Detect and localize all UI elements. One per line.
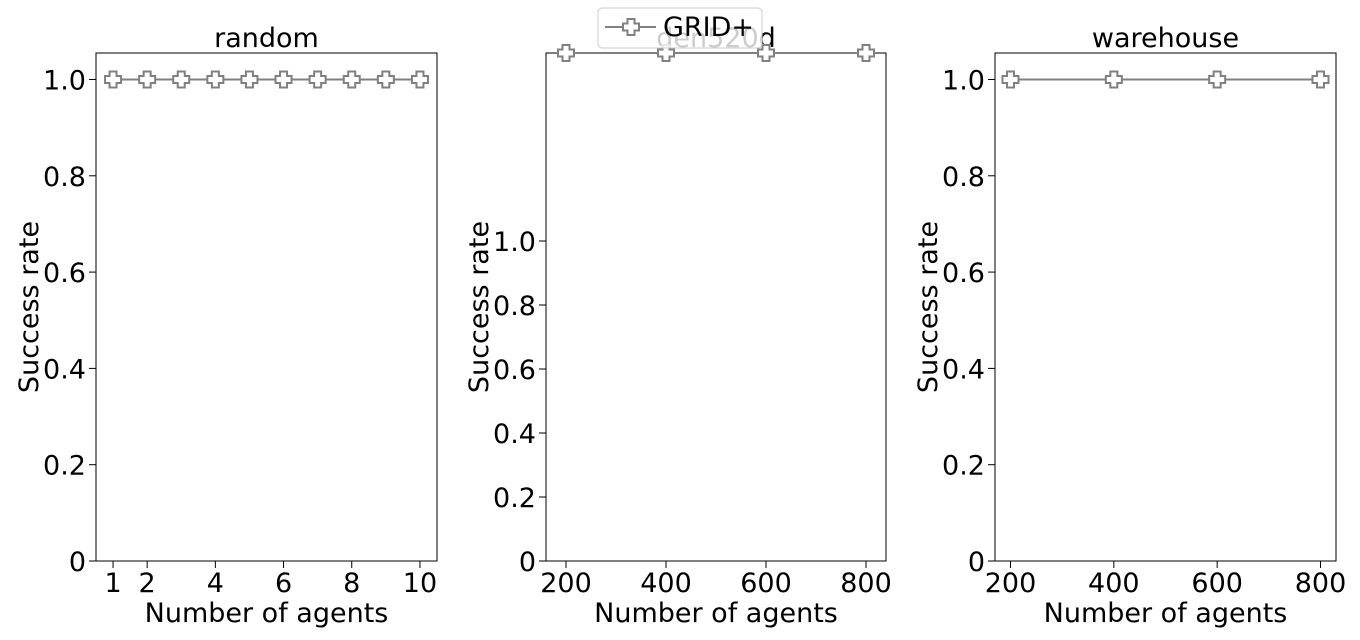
y-tick-label: 1.0 (493, 227, 536, 258)
y-tick-label: 0.6 (942, 258, 985, 289)
x-tick-label: 400 (640, 568, 692, 599)
legend: GRID+ (597, 7, 763, 49)
data-point (104, 70, 123, 89)
y-tick-label: 0 (519, 547, 536, 578)
y-tick-label: 0.2 (43, 451, 86, 482)
y-tick-label: 0.6 (43, 258, 86, 289)
data-point (410, 70, 429, 89)
chart-panel-3: warehouse 200 400 600 800 0 0.2 0.4 0.6 0.8 1.0 Num… (913, 23, 1346, 629)
data-point (342, 70, 361, 89)
x-tick-label: 10 (403, 568, 437, 599)
x-axis-label: Number of agents (145, 598, 389, 629)
x-tick-label: 2 (139, 568, 156, 599)
data-point (757, 44, 775, 62)
data-point (240, 70, 259, 89)
x-tick-label: 6 (275, 568, 292, 599)
x-tick-label: 800 (1295, 568, 1347, 599)
x-axis-label: Number of agents (1044, 598, 1288, 629)
y-tick-label: 0 (69, 547, 86, 578)
data-point (857, 44, 875, 62)
plot-frame (994, 52, 1337, 562)
chart-title: warehouse (1092, 23, 1239, 54)
data-point (657, 44, 675, 62)
x-tick-label: 400 (1088, 568, 1140, 599)
data-point (1001, 70, 1020, 89)
data-point (1208, 70, 1227, 89)
data-point (206, 70, 225, 89)
y-axis-label: Success rate (14, 221, 45, 393)
y-tick-label: 0.8 (942, 162, 985, 193)
y-tick-label: 1.0 (43, 65, 86, 96)
x-tick-label: 8 (343, 568, 360, 599)
legend-marker-plus-icon (622, 18, 640, 36)
data-point (308, 70, 327, 89)
x-tick-label: 4 (207, 568, 224, 599)
chart-panels: random 1 2 4 6 8 10 0 0.2 0.4 0.6 0.8 1.0 Number of a… (14, 23, 1346, 629)
data-point (1104, 70, 1123, 89)
y-tick-label: 0.2 (942, 451, 985, 482)
y-tick-label: 0 (968, 547, 985, 578)
data-point (138, 70, 157, 89)
x-tick-label: 200 (540, 568, 592, 599)
y-tick-label: 0.4 (942, 354, 985, 385)
y-tick-label: 0.4 (43, 354, 86, 385)
plot-frame (95, 52, 438, 562)
data-point (557, 44, 575, 62)
y-tick-label: 0.4 (493, 419, 536, 450)
y-tick-label: 0.2 (493, 483, 536, 514)
x-tick-label: 200 (985, 568, 1037, 599)
y-axis-label: Success rate (913, 221, 944, 393)
data-point (1311, 70, 1330, 89)
data-point (172, 70, 191, 89)
y-tick-label: 0.6 (493, 355, 536, 386)
plot-frame (545, 52, 887, 562)
x-tick-label: 800 (840, 568, 892, 599)
legend-frame (597, 7, 763, 49)
data-point (376, 70, 395, 89)
y-axis-label: Success rate (464, 221, 495, 393)
chart-panel-1: random 1 2 4 6 8 10 0 0.2 0.4 0.6 0.8 1.0 Number of a… (14, 23, 438, 629)
legend-label: GRID+ (663, 12, 754, 43)
x-tick-label: 600 (740, 568, 792, 599)
x-tick-label: 600 (1191, 568, 1243, 599)
y-tick-label: 0.8 (43, 162, 86, 193)
x-tick-label: 1 (104, 568, 121, 599)
y-tick-label: 1.0 (942, 65, 985, 96)
y-tick-label: 0.8 (493, 291, 536, 322)
x-axis-label: Number of agents (594, 598, 838, 629)
chart-panel-2: den520d20040060080000.20.40.60.81.0Numbe… (464, 23, 892, 629)
chart-title: random (214, 23, 319, 54)
data-point (274, 70, 293, 89)
